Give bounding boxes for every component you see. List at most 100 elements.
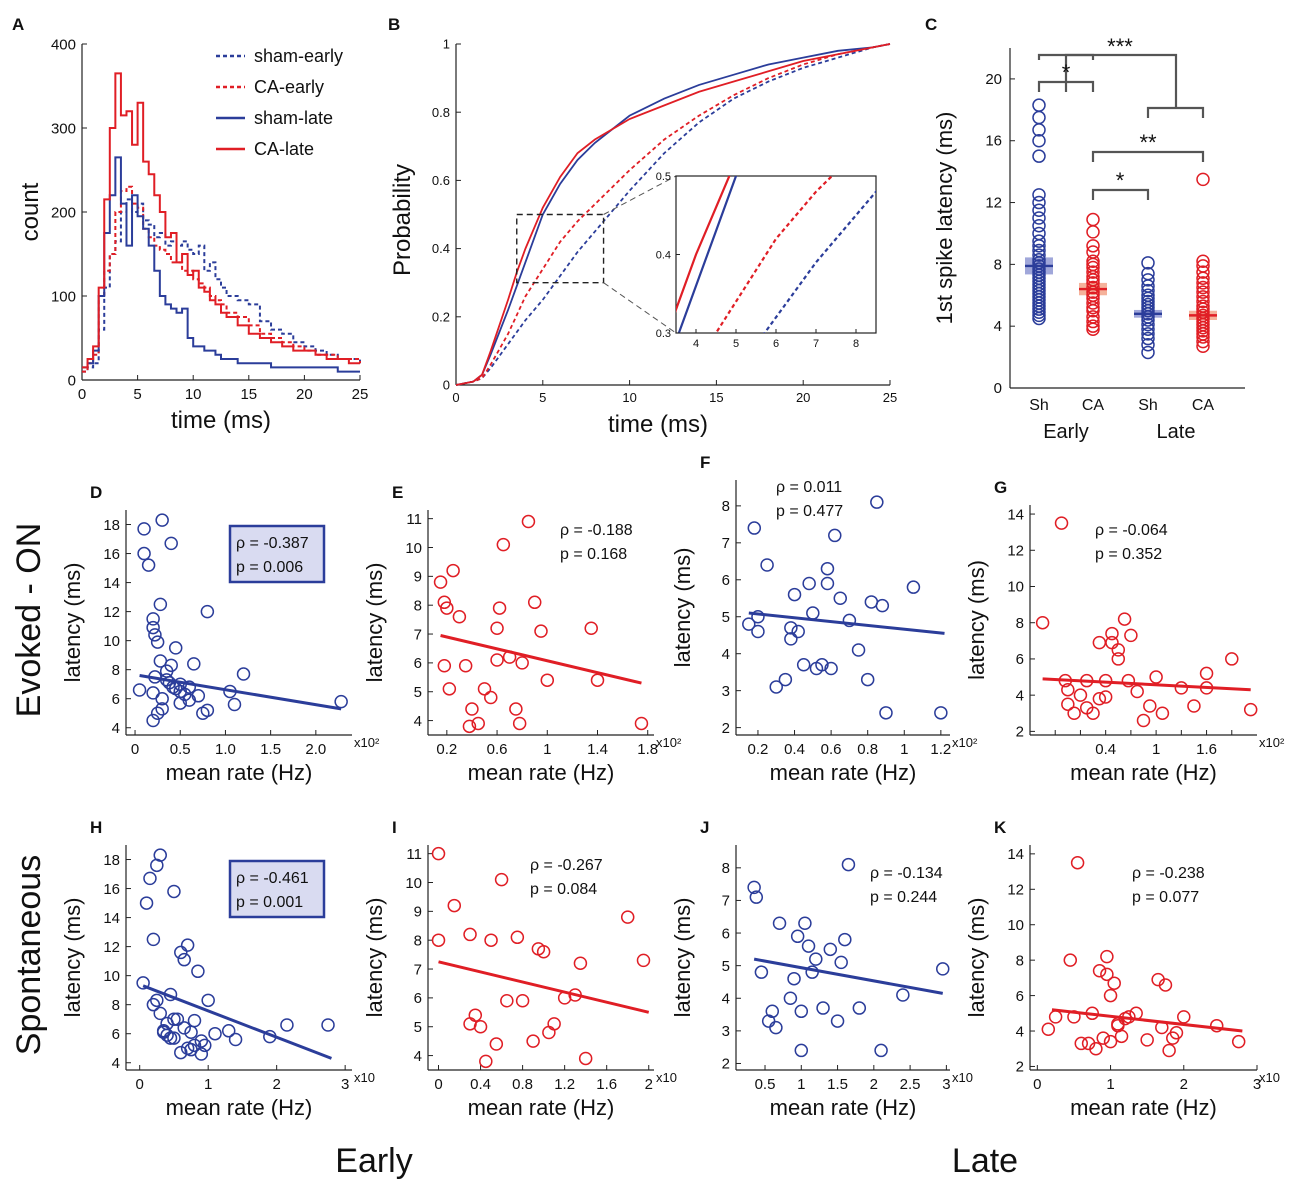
x-tick-label: 3 — [341, 1076, 349, 1093]
data-point — [431, 933, 446, 947]
panel-g: G 0.4 1 1.6 2 4 6 8 10 12 14 ρ = -0.064 p = 0.352 x10… — [964, 478, 1285, 785]
stats-box — [228, 859, 326, 919]
data-point — [1035, 615, 1050, 630]
data-point — [809, 952, 823, 966]
data-point — [584, 621, 598, 636]
legend: sham-early CA-early sham-late CA-late — [216, 46, 343, 159]
data-point — [468, 1008, 483, 1022]
x-tick-label: 2 — [1180, 1076, 1188, 1093]
y-tick-label: 2 — [722, 720, 730, 737]
group-label: Early — [1043, 421, 1089, 443]
data-point — [228, 1032, 243, 1047]
data-point — [1032, 98, 1046, 112]
inset-x-tick-label: 4 — [693, 338, 699, 350]
x-tick-label: 1 — [797, 1076, 805, 1093]
data-point — [155, 513, 169, 527]
data-point — [137, 546, 151, 561]
y-tick-label: 14 — [103, 910, 120, 927]
data-point — [490, 621, 504, 636]
y-tick-label: 12 — [103, 604, 120, 621]
y-tick-label: 6 — [722, 572, 730, 589]
data-point — [168, 681, 183, 696]
data-point — [1032, 149, 1046, 163]
data-point — [787, 971, 801, 986]
x-axis-label: time (ms) — [171, 407, 271, 434]
data-point — [547, 1017, 561, 1031]
panel-label: H — [90, 818, 102, 837]
bracket — [1146, 106, 1205, 118]
y-tick-label: 0 — [68, 372, 76, 389]
data-point — [191, 964, 205, 979]
x-tick-label: 1 — [543, 741, 551, 758]
data-point — [146, 997, 161, 1012]
data-point — [870, 495, 884, 509]
data-point — [463, 1017, 477, 1031]
data-point — [137, 522, 151, 536]
data-point — [794, 1043, 809, 1058]
y-axis-label: Probability — [389, 164, 416, 276]
data-point — [1158, 978, 1173, 992]
data-point — [1196, 294, 1210, 309]
data-point — [769, 680, 783, 694]
data-point — [754, 965, 769, 979]
data-point — [787, 587, 802, 602]
y-tick-label: 14 — [103, 575, 120, 592]
data-point — [521, 514, 536, 529]
x-axis-label: mean rate (Hz) — [1070, 760, 1217, 785]
x-tick-label: 0 — [452, 390, 459, 405]
data-point — [150, 993, 164, 1008]
data-point — [1070, 855, 1085, 870]
row-label-evoked: Evoked - ON — [10, 523, 48, 718]
y-axis-label: count — [17, 182, 44, 241]
data-point — [208, 1026, 222, 1041]
x-axis-label: mean rate (Hz) — [1070, 1095, 1217, 1120]
data-point — [1231, 1034, 1246, 1049]
y-tick-label: 3 — [722, 1023, 730, 1040]
data-point — [1092, 635, 1107, 650]
y-tick-label: 4 — [414, 1048, 422, 1065]
data-point — [1117, 612, 1132, 626]
sig-label: *** — [1107, 34, 1133, 59]
data-point — [1141, 317, 1155, 332]
x-tick-label: 0.4 — [1095, 741, 1116, 758]
y-tick-label: 0.8 — [432, 105, 450, 120]
inset: 4 5 6 7 8 0.3 0.4 0.5 — [656, 171, 877, 350]
panel-c: C 0 4 8 12 16 20 Sh CA Sh CA Early Late 1st spike lat… — [925, 15, 1245, 443]
x-tick-label: 2 — [272, 1076, 280, 1093]
x-tick-label: 0.5 — [755, 1076, 776, 1093]
y-tick-label: 8 — [414, 932, 422, 949]
rho-value: ρ = -0.267 — [530, 857, 603, 874]
y-tick-label: 12 — [985, 195, 1002, 212]
data-point — [805, 965, 819, 979]
x-multiplier: x10² — [952, 735, 978, 750]
y-tick-label: 2 — [1016, 1059, 1024, 1076]
data-point — [148, 628, 162, 642]
x-tick-label: 1.2 — [554, 1076, 575, 1093]
data-point — [160, 1028, 174, 1042]
y-tick-label: 7 — [722, 893, 730, 910]
data-point — [875, 598, 890, 613]
y-tick-label: 5 — [722, 609, 730, 626]
data-point — [791, 624, 805, 639]
stats-box — [228, 524, 326, 584]
y-tick-label: 7 — [414, 626, 422, 643]
data-point — [1196, 259, 1210, 273]
data-point — [465, 702, 479, 716]
data-point — [772, 916, 787, 931]
category-label: CA — [1192, 397, 1215, 414]
regression-line — [438, 960, 650, 1014]
data-point — [1141, 266, 1155, 281]
legend-entry: sham-late — [254, 108, 333, 128]
data-point — [815, 658, 829, 672]
data-point — [534, 624, 548, 638]
panel-label: D — [90, 483, 102, 502]
inset-x-tick-label: 6 — [773, 338, 779, 350]
data-point — [1032, 218, 1046, 233]
data-point — [1086, 212, 1100, 227]
data-point — [816, 1001, 830, 1015]
data-point — [742, 617, 756, 631]
data-point — [1225, 652, 1239, 666]
panel-d: D 0 0.5 1.0 1.5 2.0 4 6 8 10 12 14 16 18 ρ = -0.387 p =… — [60, 483, 380, 785]
inset-y-tick-label: 0.4 — [656, 250, 671, 262]
data-point — [280, 1018, 294, 1032]
